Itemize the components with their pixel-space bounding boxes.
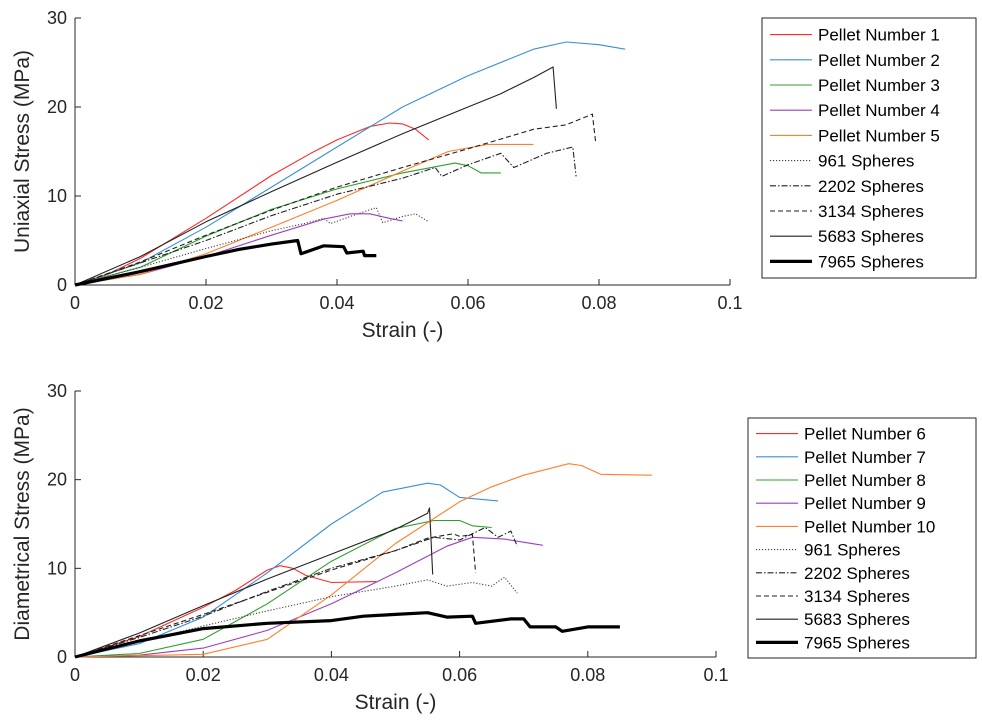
series-line-9 <box>74 66 557 286</box>
legend-label: 3134 Spheres <box>804 587 910 606</box>
series-line-2 <box>74 482 499 658</box>
legend-label: 2202 Spheres <box>818 177 924 196</box>
series-line-4 <box>74 536 543 658</box>
series-line-9 <box>74 507 434 658</box>
x-tick-label: 0.06 <box>450 293 485 313</box>
series-line-4 <box>74 213 403 286</box>
legend-label: Pellet Number 4 <box>818 101 940 120</box>
legend-label: 961 Spheres <box>818 152 914 171</box>
series-line-8 <box>74 113 597 286</box>
x-tick-label: 0.02 <box>188 293 223 313</box>
series-line-8 <box>74 533 477 658</box>
legend-label: Pellet Number 6 <box>804 425 926 444</box>
series-line-2 <box>74 41 626 286</box>
x-tick-label: 0.04 <box>319 293 354 313</box>
series-line-1 <box>74 122 430 286</box>
series-line-3 <box>74 162 501 286</box>
y-axis-label: Diametrical Stress (MPa) <box>11 407 34 640</box>
legend-label: Pellet Number 3 <box>818 76 940 95</box>
x-tick-label: 0.06 <box>442 665 477 685</box>
chart-panel-2: 0 0.02 0.04 0.06 0.08 0.1 0 10 20 30 Strain (-) Dia… <box>11 381 977 714</box>
legend-label: 2202 Spheres <box>804 564 910 583</box>
x-tick-label: 0 <box>70 665 80 685</box>
legend-label: 5683 Spheres <box>804 610 910 629</box>
legend-label: 5683 Spheres <box>818 227 924 246</box>
legend-label: Pellet Number 2 <box>818 51 940 70</box>
x-tick-label: 0.1 <box>717 293 742 313</box>
legend-box <box>761 17 977 279</box>
series-line-6 <box>74 576 518 658</box>
series-line-10 <box>74 238 377 287</box>
series-line-5 <box>74 463 652 658</box>
legend-box <box>747 417 977 659</box>
x-tick-label: 0.08 <box>581 293 616 313</box>
legend-label: 7965 Spheres <box>804 633 910 652</box>
y-tick-label: 20 <box>47 470 67 490</box>
series-line-3 <box>74 519 492 658</box>
legend-label: Pellet Number 1 <box>818 26 940 45</box>
series-line-10 <box>74 611 620 659</box>
x-tick-label: 0 <box>70 293 80 313</box>
x-axis-label: Strain (-) <box>362 319 444 342</box>
x-tick-label: 0.1 <box>703 665 728 685</box>
series-line-6 <box>74 207 429 286</box>
legend-label: Pellet Number 7 <box>804 448 926 467</box>
y-axis-label: Uniaxial Stress (MPa) <box>11 50 34 253</box>
legend: Pellet Number 6 Pellet Number 7 Pellet Num… <box>747 417 977 659</box>
x-axis-label: Strain (-) <box>355 691 437 714</box>
legend-label: 7965 Spheres <box>818 252 924 271</box>
x-tick-label: 0.04 <box>314 665 349 685</box>
legend-label: 3134 Spheres <box>818 202 924 221</box>
y-tick-label: 0 <box>57 275 67 295</box>
y-tick-label: 10 <box>47 558 67 578</box>
x-tick-label: 0.08 <box>570 665 605 685</box>
chart-panel-1: 0 0.02 0.04 0.06 0.08 0.1 0 10 20 30 Strain (-) Uni… <box>11 8 977 342</box>
legend: Pellet Number 1 Pellet Number 2 Pellet Num… <box>761 17 977 279</box>
y-tick-label: 20 <box>47 97 67 117</box>
y-tick-label: 30 <box>47 381 67 401</box>
legend-label: Pellet Number 9 <box>804 494 926 513</box>
y-tick-label: 30 <box>47 8 67 28</box>
legend-label: Pellet Number 5 <box>818 126 940 145</box>
legend-label: Pellet Number 8 <box>804 471 926 490</box>
y-tick-label: 0 <box>57 647 67 667</box>
x-tick-label: 0.02 <box>186 665 221 685</box>
legend-label: Pellet Number 10 <box>804 517 935 536</box>
series-line-7 <box>74 526 518 658</box>
y-tick-label: 10 <box>47 186 67 206</box>
series-line-7 <box>74 146 577 286</box>
legend-label: 961 Spheres <box>804 541 900 560</box>
